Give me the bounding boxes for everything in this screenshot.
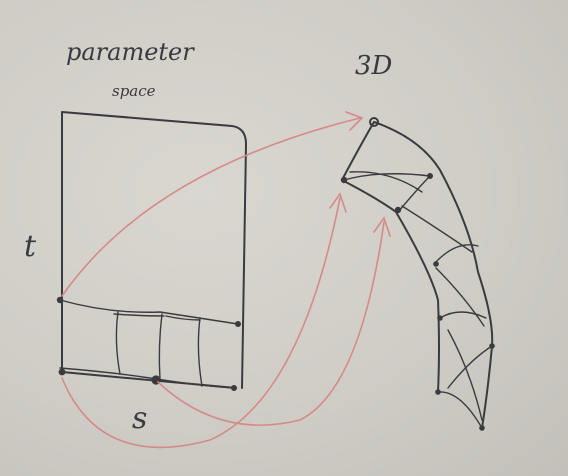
grid-cell-top-2 <box>165 315 201 321</box>
grid-line-bottom <box>59 367 237 389</box>
parameter-points <box>56 296 241 391</box>
surface-points <box>340 117 495 431</box>
three-d-label: 3D <box>355 51 393 81</box>
surface-point-mid <box>394 206 402 214</box>
surface-row-3 <box>439 311 487 319</box>
surface-point-5 <box>435 389 441 395</box>
surface-point-left <box>340 176 348 184</box>
mapping-arrow-1-head <box>345 111 364 131</box>
grid-line-3 <box>197 317 203 387</box>
surface-diagonal-4 <box>447 329 483 421</box>
surface-diagonal-2 <box>401 205 473 253</box>
param-point-top-right <box>235 321 241 327</box>
parameter-space-rectangle <box>61 111 247 389</box>
surface-diagonal-3 <box>435 267 485 327</box>
surface-row-1 <box>343 173 431 181</box>
surface-row-4 <box>437 391 483 429</box>
surface-point-3 <box>437 315 443 321</box>
mapping-arrow-2-head <box>329 192 347 213</box>
grid-line-1 <box>115 311 121 375</box>
surface-row-4b <box>447 345 493 389</box>
surface-point-top <box>369 117 379 127</box>
mapping-arrow-2 <box>61 197 341 449</box>
grid-line-top <box>59 299 239 325</box>
mapping-arrow-3-head <box>373 216 391 237</box>
s-axis-label: s <box>132 401 147 436</box>
space-label: space <box>112 82 156 100</box>
param-point-top-left <box>56 296 64 304</box>
surface-inner-edge <box>341 121 440 393</box>
surface-row-2 <box>433 244 479 265</box>
t-axis-label: t <box>24 229 37 264</box>
parameter-label: parameter <box>66 38 195 66</box>
grid-cell-top-1 <box>113 313 165 317</box>
param-point-bottom-right <box>231 385 237 391</box>
surface-point-2 <box>433 261 439 267</box>
surface-outer-edge <box>373 121 494 429</box>
mapping-arrow-1 <box>61 117 361 297</box>
surface-diagonal-1 <box>349 171 423 193</box>
parameter-grid <box>59 299 239 389</box>
grid-line-2 <box>158 313 163 381</box>
three-d-surface <box>341 121 494 429</box>
surface-point-right <box>427 173 433 179</box>
param-point-bottom-left <box>58 368 66 376</box>
mapping-arrows <box>61 111 391 449</box>
mapping-arrow-3 <box>157 221 385 426</box>
surface-point-bottom <box>479 425 485 431</box>
surface-point-4 <box>489 343 495 349</box>
